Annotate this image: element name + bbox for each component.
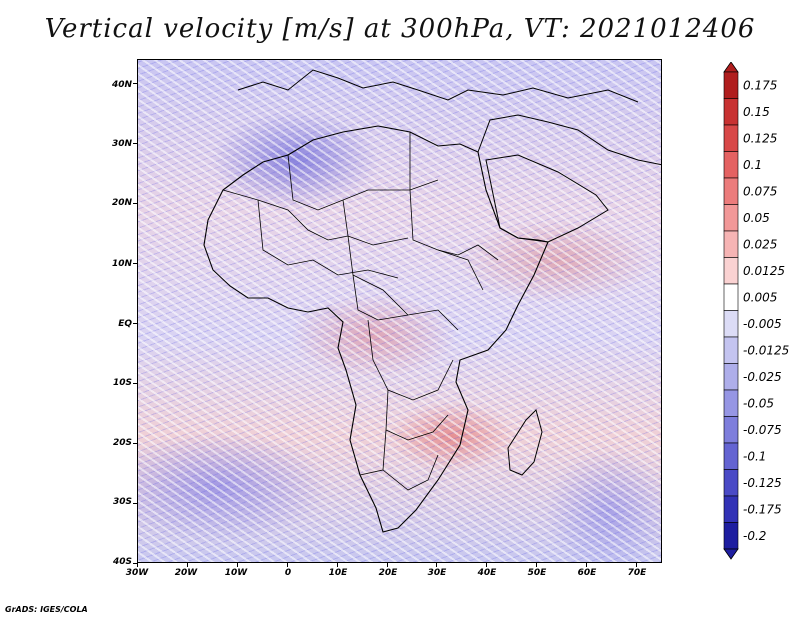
lat-tick [133,323,137,324]
country-borders [222,132,499,491]
colorbar-label: -0.125 [743,476,782,490]
colorbar-label: 0.005 [743,290,777,304]
lat-tick [133,263,137,264]
lon-label-10w: 10W [224,568,248,578]
chart-title: Vertical velocity [m/s] at 300hPa, VT: 2… [44,14,756,44]
colorbar-swatch [723,522,739,550]
colorbar-label: 0.1 [743,158,762,172]
lat-label-30n: 30N [111,139,132,149]
lat-tick [133,563,137,564]
colorbar: 0.175 0.15 0.125 0.1 0.075 0.05 0.025 0.0125 0.0… [723,62,789,560]
colorbar-swatch [723,495,739,523]
lat-label-40s: 40S [112,557,132,567]
lon-tick [436,563,438,567]
lon-label-50e: 50E [527,568,547,578]
colorbar-label: -0.05 [743,396,774,410]
lon-tick [586,563,588,567]
colorbar-label: 0.175 [743,78,777,92]
lat-label-20s: 20S [112,438,132,448]
lon-label-20w: 20W [174,568,198,578]
colorbar-label: 0.125 [743,131,777,145]
lon-label-60e: 60E [577,568,597,578]
colorbar-swatch [723,469,739,497]
arabia-outline [485,154,609,243]
colorbar-swatch [723,442,739,470]
madagascar-outline [507,409,543,476]
colorbar-swatch [723,283,739,311]
colorbar-label: 0.15 [743,105,770,119]
lon-label-20e: 20E [378,568,398,578]
lat-label-20n: 20N [111,198,132,208]
lon-tick [486,563,488,567]
lon-label-70e: 70E [627,568,647,578]
colorbar-swatch [723,151,739,179]
lon-tick [336,563,338,567]
lat-tick [133,383,137,384]
lat-label-40n: 40N [111,80,132,90]
lon-tick [536,563,538,567]
colorbar-label: 0.05 [743,211,770,225]
colorbar-swatch [723,230,739,258]
colorbar-swatch [723,71,739,99]
colorbar-swatch [723,204,739,232]
lon-tick [186,563,188,567]
colorbar-swatch [723,98,739,126]
lon-tick [386,563,388,567]
colorbar-swatch [723,363,739,391]
lon-label-30e: 30E [427,568,447,578]
colorbar-label: -0.2 [743,529,766,543]
lon-label-0: 0 [284,568,292,578]
colorbar-swatch [723,336,739,364]
colorbar-swatch [723,416,739,444]
colorbar-min-arrow [723,548,739,560]
colorbar-label: -0.075 [743,423,782,437]
colorbar-max-arrow [723,62,739,73]
colorbar-swatch [723,177,739,205]
colorbar-label: -0.175 [743,502,782,516]
colorbar-swatch [723,310,739,338]
lat-tick [133,143,137,144]
lat-label-eq: EQ [118,319,132,329]
lat-tick [133,443,137,444]
lon-label-40e: 40E [477,568,497,578]
lat-label-30s: 30S [112,497,132,507]
colorbar-swatch [723,124,739,152]
lon-label-10e: 10E [328,568,348,578]
europe-coastline [237,69,639,103]
lon-tick [636,563,637,567]
colorbar-label: 0.025 [743,237,777,251]
lon-tick [137,563,138,567]
colorbar-label: -0.005 [743,317,782,331]
colorbar-label: -0.1 [743,449,766,463]
lon-tick [236,563,238,567]
colorbar-label: 0.0125 [743,264,785,278]
lat-tick [133,83,137,84]
africa-coastline [203,125,549,533]
map-panel [137,59,662,563]
lon-tick [286,563,288,567]
lat-tick [133,203,137,204]
lat-tick [133,503,137,504]
grads-credit: GrADS: IGES/COLA [5,605,88,614]
lat-label-10s: 10S [112,378,132,388]
colorbar-label: 0.075 [743,184,777,198]
colorbar-swatch [723,257,739,285]
colorbar-swatch [723,389,739,417]
lon-label-30w: 30W [125,568,149,578]
lat-label-10n: 10N [111,259,132,269]
colorbar-label: -0.025 [743,370,782,384]
colorbar-label: -0.0125 [743,343,789,357]
middle-east-coastline [477,114,661,166]
africa-outline-map [203,69,661,533]
